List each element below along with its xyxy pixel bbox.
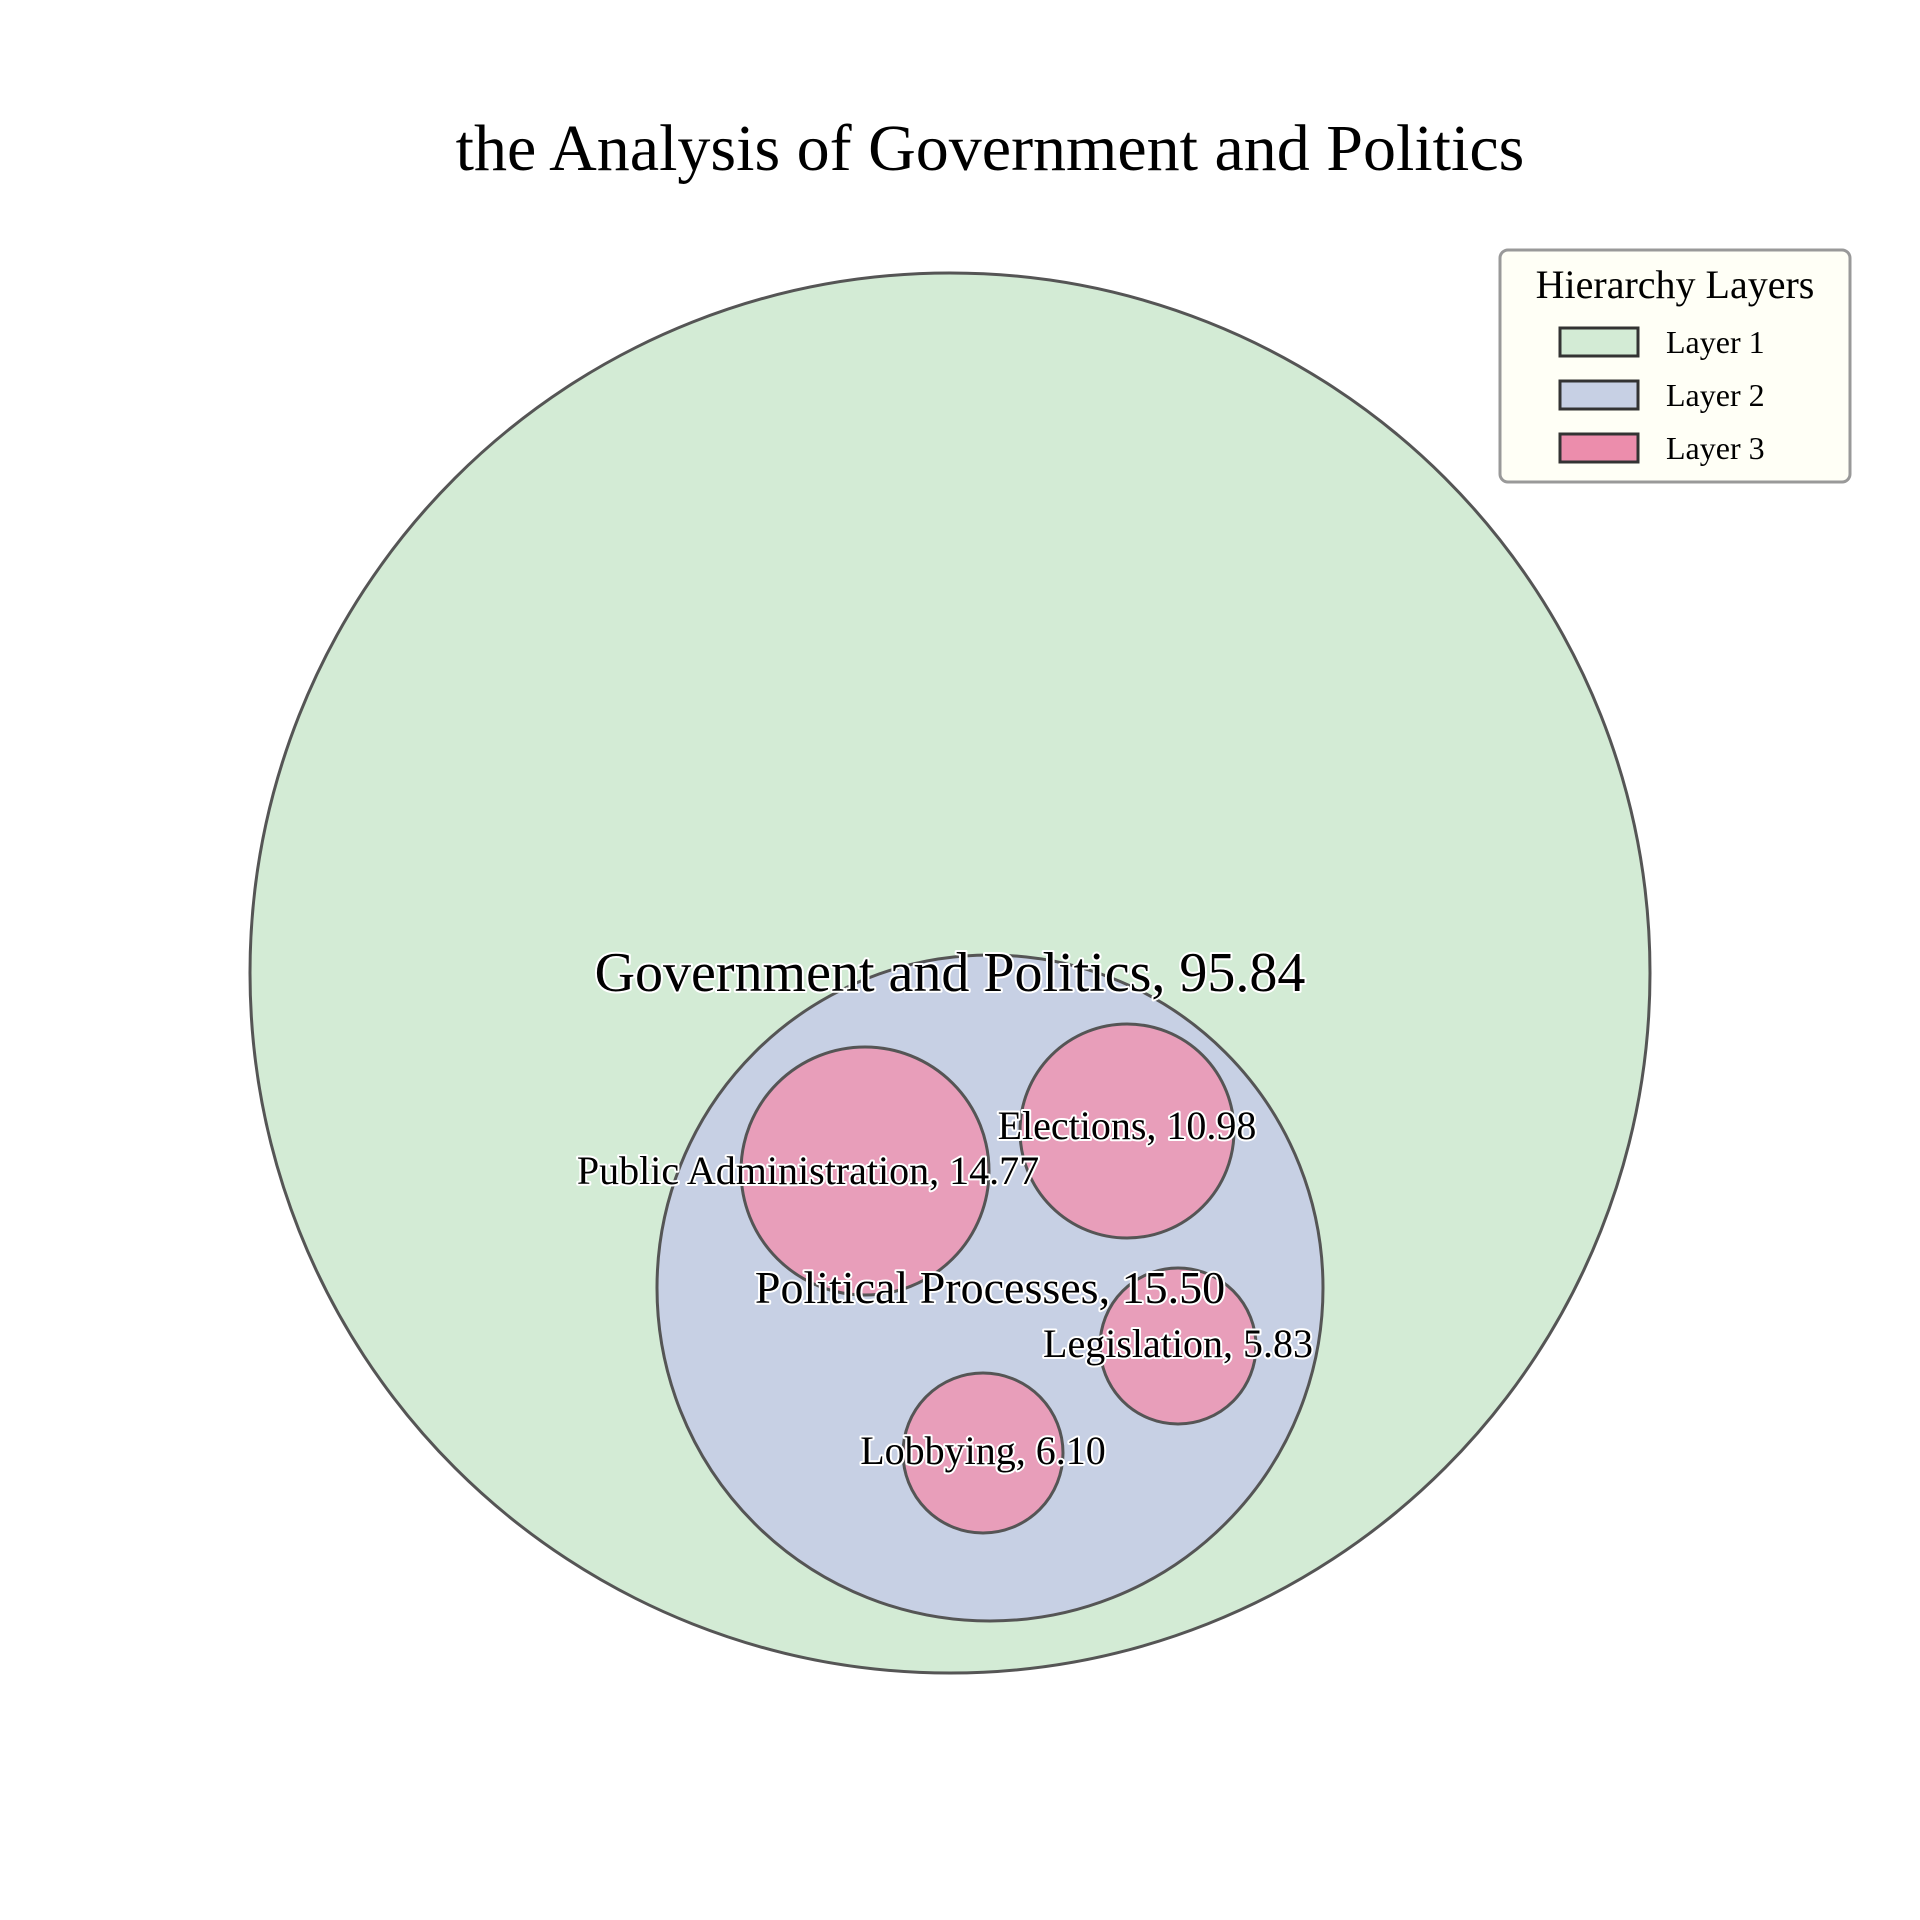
bubble-label-root: Government and Politics, 95.84 (595, 942, 1306, 1004)
legend: Hierarchy Layers Layer 1 Layer 2 Layer 3 (1498, 248, 1852, 484)
legend-title: Hierarchy Layers (1536, 262, 1815, 307)
legend-label-layer-3: Layer 3 (1666, 430, 1765, 466)
bubble-label-pa: Public Administration, 14.77 (577, 1148, 1039, 1193)
bubbles-group (248, 271, 1652, 1675)
chart-title: the Analysis of Government and Politics (456, 112, 1525, 185)
bubble-lb (901, 1371, 1065, 1535)
bubble-label-lg: Legislation, 5.83 (1043, 1321, 1313, 1366)
legend-label-layer-1: Layer 1 (1666, 324, 1765, 360)
bubble-lg (1098, 1266, 1258, 1426)
bubble-label-pp: Political Processes, 15.50 (755, 1262, 1225, 1313)
legend-swatch-layer-1 (1558, 326, 1640, 358)
legend-box (1498, 248, 1852, 484)
legend-label-layer-2: Layer 2 (1666, 377, 1765, 413)
bubble-label-lb: Lobbying, 6.10 (860, 1428, 1106, 1473)
legend-swatch-layer-2 (1558, 379, 1640, 411)
legend-items: Layer 1 Layer 2 Layer 3 (1558, 324, 1765, 466)
bubble-label-el: Elections, 10.98 (998, 1103, 1257, 1148)
bubble-el (1018, 1022, 1236, 1240)
legend-swatch-layer-3 (1558, 432, 1640, 464)
bubble-pa (739, 1045, 991, 1297)
bubble-labels-group: Government and Politics, 95.84 Political … (575, 940, 1315, 1475)
